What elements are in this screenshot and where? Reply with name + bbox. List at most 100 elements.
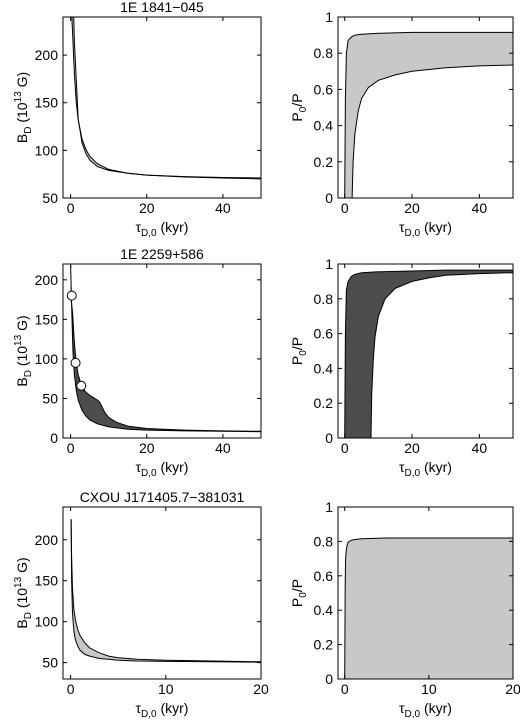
- band-fill: [344, 270, 513, 438]
- y-tick-label: 0.2: [314, 154, 334, 170]
- axes-frame: [337, 263, 514, 439]
- plot-area: [344, 31, 513, 198]
- chart-panel-5: 0 10 20 50 100 150 200 CXOU J171405.7−381031 τD,…: [13, 489, 269, 720]
- y-tick-label: 100: [35, 351, 59, 367]
- y-tick-label: 150: [35, 573, 59, 589]
- data-point-marker: [76, 380, 87, 391]
- x-axis-label: τD,0 (kyr): [399, 459, 452, 479]
- data-point-marker: [70, 357, 81, 368]
- x-tick-label: 0: [341, 440, 349, 456]
- x-axis-label: τD,0 (kyr): [136, 700, 189, 720]
- y-axis-label: P0/P: [289, 579, 309, 607]
- x-tick-label: 0: [67, 200, 75, 216]
- y-tick-label: 0.8: [314, 533, 334, 549]
- x-tick-label: 0: [341, 200, 349, 216]
- axes-frame: [337, 16, 514, 199]
- y-tick-label: 0.2: [314, 637, 334, 653]
- x-tick-label: 20: [404, 200, 420, 216]
- y-tick-label: 0.4: [314, 118, 334, 134]
- series-line-1: [70, 519, 261, 663]
- y-tick-label: 0.4: [314, 360, 334, 376]
- x-tick-label: 40: [215, 440, 231, 456]
- chart-panel-3: 0 20 40 0 50 100 150 200 1E 2259+586 τD,0 (kyr) BD…: [13, 246, 262, 479]
- x-tick-label: 20: [139, 440, 155, 456]
- y-tick-label: 100: [35, 614, 59, 630]
- series-line-1: [73, 17, 261, 179]
- x-tick-label: 10: [421, 681, 437, 697]
- y-tick-label: 0.6: [314, 81, 334, 97]
- y-axis-label: BD (1013 G): [13, 315, 34, 386]
- y-axis-label: BD (1013 G): [13, 557, 34, 628]
- x-axis-label: τD,0 (kyr): [136, 219, 189, 239]
- series-line-2: [370, 272, 513, 438]
- plot-area: [70, 519, 261, 663]
- chart-panel-2: 0 20 40 0 0.2 0.4 0.6 0.8 1 τD,0 (kyr) P0/P: [289, 9, 514, 239]
- y-tick-label: 1: [325, 256, 333, 272]
- x-tick-label: 40: [472, 200, 488, 216]
- y-tick-label: 0.4: [314, 602, 334, 618]
- series-line-2: [71, 17, 261, 180]
- x-tick-label: 40: [472, 440, 488, 456]
- x-axis-label: τD,0 (kyr): [399, 219, 452, 239]
- series-line-1: [344, 269, 513, 438]
- chart-panel-1: 0 20 40 50 100 150 200 1E 1841−045 τD,0 (kyr) BD …: [13, 0, 262, 239]
- y-tick-label: 200: [35, 47, 59, 63]
- y-tick-label: 0: [325, 430, 333, 446]
- y-tick-label: 0: [325, 190, 333, 206]
- band-fill: [71, 17, 261, 179]
- chart-title: 1E 1841−045: [120, 0, 204, 15]
- y-axis-label: BD (1013 G): [13, 72, 34, 143]
- chart-panel-4: 0 20 40 0 0.2 0.4 0.6 0.8 1 τD,0 (kyr) P0/P: [289, 256, 514, 479]
- y-tick-label: 100: [35, 142, 59, 158]
- axes-frame: [337, 506, 514, 680]
- series-line-1: [344, 31, 513, 198]
- x-tick-label: 20: [139, 200, 155, 216]
- band-fill: [70, 264, 261, 432]
- plot-area: [344, 537, 513, 679]
- y-tick-label: 150: [35, 311, 59, 327]
- x-tick-label: 20: [404, 440, 420, 456]
- y-axis-label: P0/P: [289, 93, 309, 121]
- series-line-2: [70, 519, 261, 663]
- y-tick-label: 0.6: [314, 326, 334, 342]
- y-tick-label: 150: [35, 95, 59, 111]
- y-tick-label: 50: [42, 190, 58, 206]
- y-axis-label: P0/P: [289, 337, 309, 365]
- y-tick-label: 1: [325, 9, 333, 25]
- axes-frame: [62, 16, 262, 199]
- x-axis-label: τD,0 (kyr): [399, 700, 452, 720]
- x-tick-label: 0: [341, 681, 349, 697]
- plot-area: [71, 17, 261, 180]
- x-tick-label: 0: [67, 681, 75, 697]
- y-tick-label: 1: [325, 499, 333, 515]
- y-tick-label: 0.8: [314, 291, 334, 307]
- y-tick-label: 0.8: [314, 45, 334, 61]
- y-tick-label: 0.2: [314, 395, 334, 411]
- band-fill: [71, 519, 261, 663]
- y-tick-label: 200: [35, 532, 59, 548]
- band-fill: [344, 538, 513, 679]
- data-point-marker: [66, 290, 77, 301]
- x-axis-label: τD,0 (kyr): [136, 459, 189, 479]
- plot-area: [70, 264, 261, 433]
- chart-panel-6: 0 10 20 0 0.2 0.4 0.6 0.8 1 τD,0 (kyr) P0/P: [289, 499, 520, 720]
- axes-frame: [62, 263, 262, 439]
- band-fill: [344, 32, 513, 198]
- x-tick-label: 20: [253, 681, 269, 697]
- y-tick-label: 50: [42, 655, 58, 671]
- plot-area: [344, 269, 513, 438]
- y-tick-label: 200: [35, 272, 59, 288]
- x-tick-label: 40: [215, 200, 231, 216]
- x-tick-label: 20: [505, 681, 520, 697]
- y-tick-label: 0: [50, 430, 58, 446]
- y-tick-label: 0.6: [314, 568, 334, 584]
- x-tick-label: 0: [67, 440, 75, 456]
- axes-frame: [62, 506, 262, 680]
- series-line-2: [351, 64, 513, 198]
- y-tick-label: 0: [325, 671, 333, 687]
- chart-title: 1E 2259+586: [120, 246, 204, 262]
- series-line-1: [344, 537, 513, 679]
- x-tick-label: 10: [158, 681, 174, 697]
- y-tick-label: 50: [42, 390, 58, 406]
